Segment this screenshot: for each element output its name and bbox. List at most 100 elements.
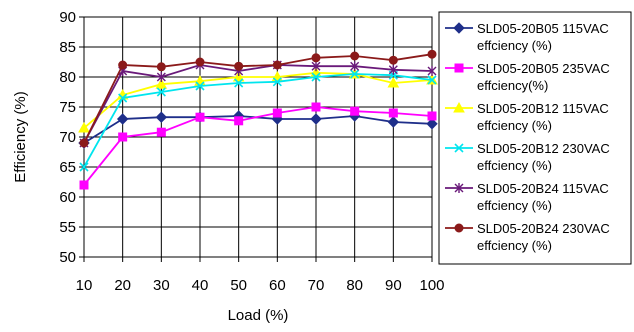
legend-swatch-marker — [454, 63, 464, 73]
legend-swatch-marker — [454, 223, 464, 233]
data-point — [234, 78, 244, 88]
legend-entry: SLD05-20B05 115VAC effciency (%) — [445, 21, 609, 53]
legend-label: effciency (%) — [477, 38, 552, 53]
data-point — [234, 61, 244, 71]
data-point — [156, 87, 166, 97]
data-point — [388, 108, 398, 118]
series-6 — [79, 49, 437, 148]
data-point — [388, 64, 398, 75]
y-tick-label: 65 — [59, 159, 76, 176]
series-line — [83, 71, 433, 129]
y-tick-label: 85 — [59, 39, 76, 56]
data-point — [387, 76, 400, 88]
data-point — [118, 93, 128, 103]
series-line — [83, 106, 433, 186]
series-line — [83, 64, 433, 144]
series-line — [83, 53, 433, 144]
legend-entry: SLD05-20B05 235VAC effciency(%) — [445, 61, 610, 93]
data-point — [427, 66, 437, 76]
legend-label: SLD05-20B24 115VAC — [477, 181, 609, 196]
series-line — [83, 73, 433, 168]
data-point — [427, 111, 437, 121]
x-tick-label: 60 — [269, 277, 286, 294]
data-point — [79, 180, 89, 190]
data-point — [155, 78, 168, 89]
data-point — [232, 70, 245, 82]
legend-swatch-marker — [453, 101, 465, 113]
data-point — [156, 62, 166, 72]
data-point — [350, 106, 360, 116]
legend-label: SLD05-20B12 230VAC — [477, 141, 610, 156]
x-tick-label: 100 — [419, 277, 444, 294]
data-point — [311, 53, 321, 63]
y-tick-label: 70 — [59, 129, 76, 146]
x-axis-title: Load (%) — [228, 307, 289, 324]
data-point — [350, 61, 360, 72]
legend-box — [438, 11, 632, 265]
y-axis-title: Efficiency (%) — [12, 91, 29, 182]
x-tick-label: 20 — [114, 277, 131, 294]
data-point — [156, 127, 166, 137]
legend-label: SLD05-20B12 115VAC — [477, 101, 609, 116]
data-point — [155, 111, 168, 123]
data-point — [272, 60, 282, 70]
x-tick-label: 80 — [346, 277, 363, 294]
legend-label: SLD05-20B24 230VAC — [477, 221, 610, 236]
legend-entry: SLD05-20B12 230VAC effciency (%) — [445, 141, 610, 173]
data-point — [118, 132, 128, 142]
data-point — [272, 108, 282, 118]
data-point — [78, 121, 90, 133]
data-point — [195, 57, 205, 67]
legend-swatch-marker — [454, 143, 464, 153]
x-tick-label: 70 — [308, 277, 325, 294]
data-point — [311, 102, 321, 112]
data-point — [195, 112, 205, 122]
legend-label: effciency (%) — [477, 198, 552, 213]
x-tick-label: 30 — [153, 277, 170, 294]
x-tick-label: 10 — [76, 277, 93, 294]
legend-swatch-marker — [454, 183, 464, 193]
x-tick-label: 50 — [230, 277, 247, 294]
data-point — [195, 81, 205, 91]
data-point — [350, 69, 360, 79]
data-point — [234, 116, 244, 126]
y-tick-label: 90 — [59, 9, 76, 26]
data-point — [311, 61, 321, 72]
data-point — [387, 116, 400, 128]
data-point — [311, 72, 321, 82]
data-point — [156, 72, 166, 82]
legend-entry: SLD05-20B24 230VAC effciency (%) — [445, 221, 610, 253]
legend-entry: SLD05-20B24 115VAC effciency (%) — [445, 181, 609, 213]
series-2 — [79, 102, 437, 190]
data-point — [118, 60, 128, 70]
data-point — [272, 77, 282, 87]
x-tick-label: 90 — [385, 277, 402, 294]
legend-label: SLD05-20B05 115VAC — [477, 21, 609, 36]
legend-swatch-marker — [453, 22, 465, 34]
y-tick-label: 80 — [59, 69, 76, 86]
legend-entry: SLD05-20B12 115VAC effciency (%) — [445, 101, 609, 133]
data-point — [310, 113, 322, 125]
series-4 — [79, 69, 437, 172]
legend-label: SLD05-20B05 235VAC — [477, 61, 610, 76]
data-point — [79, 162, 89, 172]
data-point — [79, 138, 89, 148]
y-tick-label: 50 — [59, 249, 76, 266]
legend-label: effciency (%) — [477, 238, 552, 253]
data-point — [388, 55, 398, 65]
data-point — [426, 118, 438, 130]
data-point — [116, 113, 129, 125]
legend-label: effciency(%) — [477, 78, 548, 93]
y-tick-label: 60 — [59, 189, 76, 206]
legend-label: effciency (%) — [477, 118, 552, 133]
legend-label: effciency (%) — [477, 158, 552, 173]
x-tick-label: 40 — [192, 277, 209, 294]
y-tick-label: 55 — [59, 219, 76, 236]
y-tick-label: 75 — [59, 99, 76, 116]
data-point — [350, 51, 360, 61]
data-point — [427, 49, 437, 59]
data-point — [427, 75, 437, 85]
